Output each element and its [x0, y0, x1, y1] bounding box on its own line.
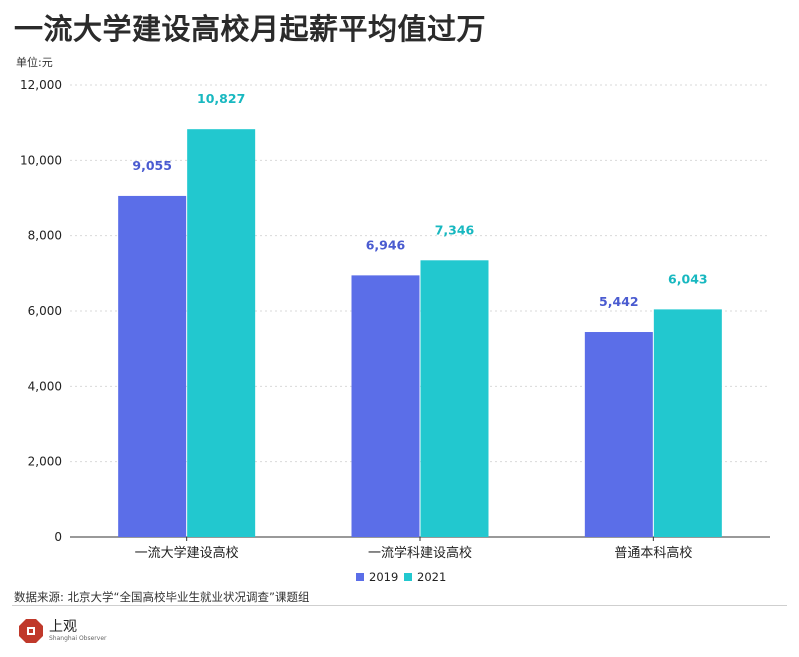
publisher-logo: 上观 Shanghai Observer [18, 618, 106, 644]
y-axis-unit-label: 单位:元 [16, 56, 53, 69]
legend-swatch-2021 [404, 573, 412, 581]
bar-2019-0 [118, 195, 187, 537]
bar-2019-1 [351, 275, 420, 537]
x-tick-label: 一流学科建设高校 [368, 545, 472, 561]
logo-name: 上观 [49, 619, 77, 635]
legend-swatch-2019 [356, 573, 364, 581]
data-label: 6,946 [366, 237, 406, 252]
y-tick-label: 0 [54, 530, 62, 544]
y-tick-label: 6,000 [28, 304, 62, 318]
footer-divider [12, 605, 787, 606]
bar-2019-2 [584, 332, 653, 537]
data-label: 7,346 [435, 222, 475, 237]
bar-chart: 0 2,000 4,000 6,000 8,000 10,000 12,000 9,055 10… [20, 78, 770, 584]
bar-2021-2 [653, 309, 722, 537]
data-label: 10,827 [197, 91, 245, 106]
logo-subtitle: Shanghai Observer [49, 635, 107, 642]
y-tick-label: 8,000 [28, 229, 62, 243]
chart-title: 一流大学建设高校月起薪平均值过万 [14, 12, 487, 46]
shanghai-observer-seal-icon [18, 618, 44, 644]
legend-label: 2019 [369, 570, 398, 584]
legend-label: 2021 [417, 570, 446, 584]
y-tick-label: 4,000 [28, 379, 62, 393]
y-tick-label: 12,000 [20, 78, 62, 92]
x-tick-label: 普通本科高校 [614, 545, 692, 561]
bar-2021-1 [420, 260, 489, 537]
y-tick-label: 10,000 [20, 153, 62, 167]
bar-2021-0 [187, 129, 256, 538]
y-tick-label: 2,000 [28, 455, 62, 469]
data-label: 5,442 [599, 294, 639, 309]
data-label: 6,043 [668, 271, 708, 286]
x-tick-label: 一流大学建设高校 [135, 545, 239, 561]
data-label: 9,055 [132, 158, 172, 173]
data-source-note: 数据来源: 北京大学“全国高校毕业生就业状况调查”课题组 [14, 590, 310, 604]
